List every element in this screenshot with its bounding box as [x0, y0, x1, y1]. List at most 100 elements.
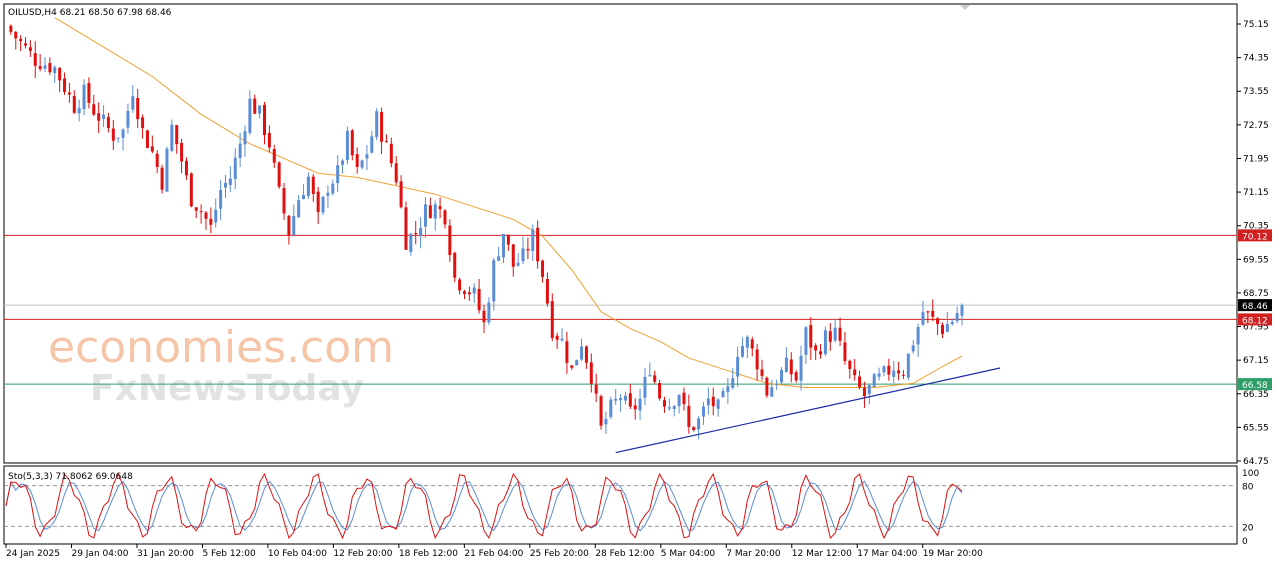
x-tick-label: 17 Mar 04:00 [857, 549, 917, 559]
candle-body [780, 369, 784, 383]
candle-body [897, 370, 901, 374]
x-tick-label: 25 Feb 20:00 [530, 549, 589, 559]
candle-body [384, 141, 388, 143]
candle-body [619, 397, 623, 401]
stoch-scale-label: 80 [1242, 483, 1254, 493]
x-tick-label: 31 Jan 20:00 [137, 549, 194, 559]
candle-body [111, 128, 115, 141]
candle-body [643, 376, 647, 398]
level-labels: 70.12 68.12 66.58 68.46 [1238, 229, 1272, 391]
current-price-tag [1238, 299, 1272, 312]
candle-body [131, 96, 135, 110]
candle-body [380, 111, 384, 142]
candle-body [799, 355, 803, 381]
level-tag [1238, 229, 1272, 242]
time-axis: 24 Jan 2025 29 Jan 04:00 31 Jan 20:00 5 Feb… [5, 544, 983, 559]
candle-body [931, 310, 935, 317]
candle-body [653, 375, 657, 382]
candle-body [565, 341, 569, 363]
candle-body [531, 229, 535, 251]
candle-body [92, 104, 96, 115]
candle-body [292, 216, 296, 235]
stoch-pane-frame [3, 465, 1238, 545]
candle-body [448, 225, 452, 256]
watermark-economies: economies.com [48, 322, 394, 373]
level-label: 70.12 [1242, 232, 1268, 242]
candle-body [38, 66, 42, 69]
candle-body [633, 405, 637, 410]
y-tick-label: 67.95 [1243, 323, 1269, 333]
candle-body [389, 143, 393, 164]
candle-body [219, 190, 223, 209]
candle-body [848, 360, 852, 369]
y-tick-label: 74.35 [1243, 54, 1269, 64]
y-tick-label: 68.75 [1243, 289, 1269, 299]
candle-body [872, 374, 876, 387]
candle-body [609, 399, 613, 417]
x-tick-label: 21 Feb 04:00 [464, 549, 523, 559]
candle-body [570, 365, 574, 368]
x-tick-label: 18 Feb 12:00 [399, 549, 458, 559]
candle-body [550, 301, 554, 339]
candle-body [199, 211, 203, 213]
candle-body [82, 84, 86, 110]
candle-body [150, 146, 154, 152]
candle-body [862, 387, 866, 397]
candle-body [819, 351, 823, 355]
candle-body [336, 165, 340, 184]
candle-body [297, 200, 301, 218]
scroll-marker-icon[interactable] [960, 5, 970, 10]
candle-body [828, 331, 832, 342]
candle-body [209, 218, 213, 225]
trendline-layer [615, 367, 1001, 454]
level-label: 66.58 [1242, 381, 1268, 391]
y-tick-label: 65.55 [1243, 423, 1269, 433]
candle-body [506, 234, 510, 245]
candle-body [58, 67, 62, 81]
candle-body [594, 384, 598, 394]
x-tick-label: 7 Mar 20:00 [726, 549, 781, 559]
candle-body [482, 310, 486, 323]
stoch-signal-line [5, 480, 963, 532]
x-tick-label: 24 Jan 2025 [6, 549, 60, 559]
y-tick-label: 73.55 [1243, 87, 1269, 97]
candle-body [165, 148, 169, 192]
candle-body [648, 375, 652, 377]
candle-body [936, 318, 940, 325]
y-tick-label: 66.35 [1243, 390, 1269, 400]
x-tick-label: 29 Jan 04:00 [71, 549, 128, 559]
candle-body [887, 365, 891, 375]
candle-body [741, 345, 745, 357]
candle-body [394, 163, 398, 183]
candle-body [701, 406, 705, 417]
candle-body [350, 130, 354, 156]
candle-body [370, 136, 374, 153]
horizontal-levels [4, 234, 1237, 385]
candle-body [180, 142, 184, 162]
candle-body [184, 160, 188, 176]
candle-body [160, 167, 164, 190]
watermark-fxnewstoday: FxNewsToday [90, 368, 364, 409]
candle-body [560, 338, 564, 341]
trendline [615, 367, 1001, 454]
level-tag [1238, 378, 1272, 391]
candle-body [492, 260, 496, 302]
candle-body [945, 324, 949, 332]
candle-body [97, 113, 101, 121]
candle-body [28, 47, 32, 51]
x-tick-label: 5 Mar 04:00 [661, 549, 716, 559]
candle-body [67, 92, 71, 95]
candle-body [584, 346, 588, 363]
candle-body [536, 227, 540, 262]
candle-body [48, 62, 52, 73]
candle-body [662, 400, 666, 407]
candle-body [53, 67, 57, 74]
candle-body [331, 183, 335, 194]
candle-body [809, 325, 813, 348]
stoch-main-line [5, 472, 963, 540]
candle-body [516, 262, 520, 266]
candle-body [623, 395, 627, 401]
stoch-scale-label: 0 [1242, 537, 1248, 547]
candle-body [638, 398, 642, 411]
candle-body [745, 336, 749, 348]
